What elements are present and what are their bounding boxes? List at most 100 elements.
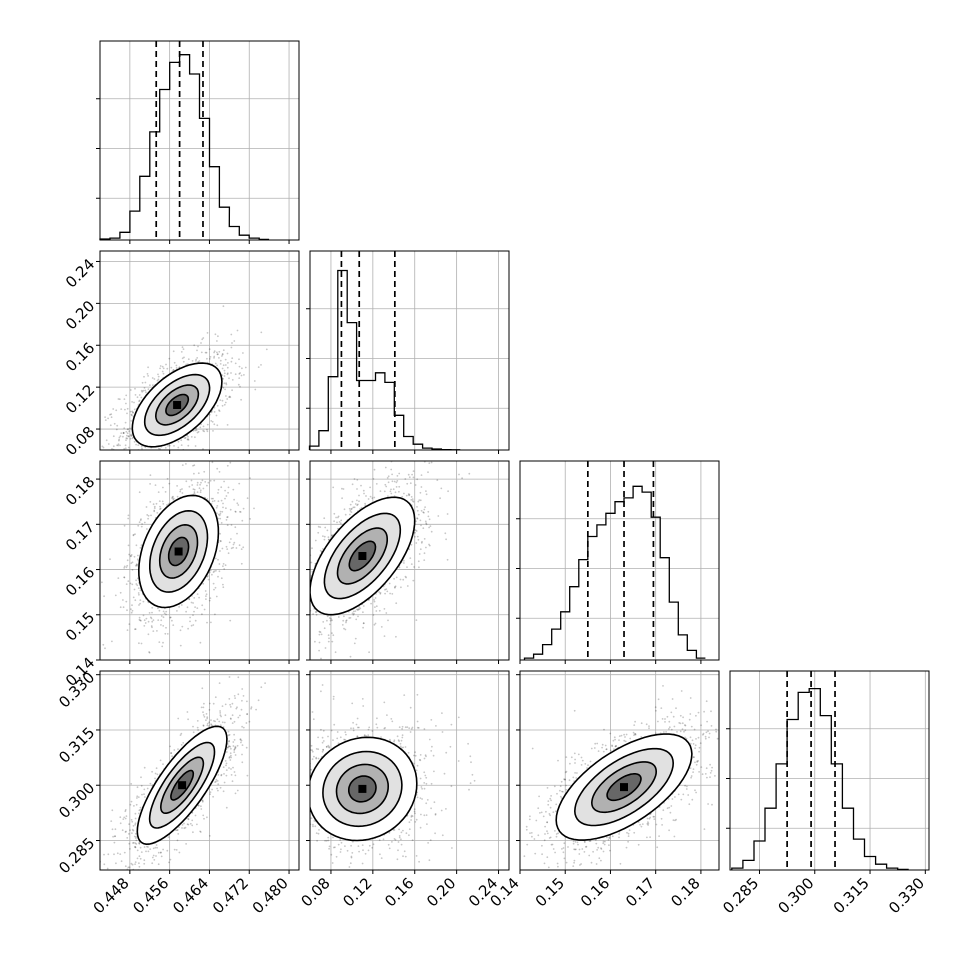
sample-point — [165, 363, 167, 366]
sample-point — [99, 886, 101, 888]
sample-point — [215, 595, 218, 598]
sample-point — [122, 599, 124, 601]
sample-point — [134, 599, 137, 602]
sample-point — [124, 421, 127, 424]
sample-point — [322, 548, 324, 550]
sample-point — [120, 408, 123, 410]
sample-point — [112, 408, 115, 410]
sample-point — [296, 652, 298, 654]
sample-point — [180, 444, 183, 446]
sample-point — [196, 481, 199, 484]
sample-point — [220, 499, 223, 502]
sample-point — [156, 379, 159, 382]
sample-point — [208, 599, 211, 602]
sample-point — [356, 608, 358, 611]
sample-point — [307, 638, 309, 640]
sample-point — [134, 842, 137, 844]
sample-point — [192, 624, 195, 626]
sample-point — [122, 432, 125, 434]
sample-point — [249, 477, 251, 479]
sample-point — [211, 420, 214, 423]
sample-point — [222, 378, 225, 380]
sample-point — [374, 597, 377, 599]
sample-point — [241, 519, 244, 522]
sample-point — [386, 590, 389, 593]
hist-panel-1 — [306, 250, 510, 454]
sample-point — [329, 619, 332, 622]
sample-point — [356, 499, 358, 502]
sample-point — [306, 648, 308, 650]
sample-point — [446, 558, 449, 561]
sample-point — [117, 444, 120, 447]
sample-point — [130, 819, 133, 821]
sample-point — [207, 725, 210, 727]
sample-point — [238, 377, 241, 379]
sample-point — [181, 464, 184, 466]
sample-point — [185, 480, 188, 483]
sample-point — [190, 601, 193, 604]
sample-point — [384, 588, 386, 591]
pair-panel-3-0: 0.4480.4560.4640.4720.4800.2850.3000.315… — [55, 668, 300, 917]
sample-point — [384, 592, 386, 595]
sample-point — [232, 488, 235, 491]
sample-point — [149, 782, 152, 785]
panel-frame — [729, 670, 930, 871]
sample-point — [152, 503, 155, 506]
sample-point — [249, 518, 252, 520]
sample-point — [417, 560, 420, 563]
sample-point — [105, 439, 108, 442]
sample-point — [223, 372, 226, 375]
sample-point — [125, 465, 127, 467]
sample-point — [134, 628, 136, 631]
sample-point — [217, 783, 220, 786]
sample-point — [162, 503, 165, 505]
sample-point — [344, 628, 347, 631]
sample-point — [170, 752, 173, 754]
sample-point — [293, 625, 295, 627]
sample-point — [131, 410, 134, 413]
sample-point — [206, 575, 209, 578]
sample-point — [425, 523, 428, 526]
sample-point — [317, 531, 320, 534]
sample-point — [184, 436, 187, 439]
sample-point — [337, 516, 339, 519]
sample-point — [318, 630, 321, 633]
sample-point — [417, 513, 420, 516]
sample-point — [192, 831, 194, 834]
sample-point — [129, 389, 132, 391]
sample-point — [193, 456, 195, 458]
sample-point — [234, 373, 237, 376]
sample-point — [206, 357, 208, 360]
sample-point — [331, 619, 333, 622]
sample-point — [118, 439, 120, 442]
sample-point — [152, 619, 155, 621]
sample-point — [159, 508, 161, 510]
sample-point — [129, 582, 132, 585]
sample-point — [168, 444, 171, 447]
sample-point — [116, 424, 119, 427]
sample-point — [352, 610, 355, 613]
sample-point — [353, 478, 356, 480]
sample-point — [153, 505, 156, 508]
sample-point — [186, 438, 189, 441]
sample-point — [392, 488, 395, 491]
sample-point — [123, 565, 126, 568]
sample-point — [116, 444, 118, 447]
sample-point — [233, 498, 236, 501]
sample-point — [423, 552, 426, 555]
sample-point — [145, 506, 148, 508]
sample-point — [140, 544, 143, 547]
sample-point — [140, 642, 143, 645]
sample-point — [129, 410, 132, 413]
sample-point — [210, 724, 213, 727]
sample-point — [139, 619, 142, 622]
sample-point — [216, 505, 219, 507]
sample-point — [153, 509, 156, 512]
sample-point — [162, 372, 165, 375]
sample-point — [209, 358, 211, 360]
sample-point — [145, 463, 147, 465]
sample-point — [165, 610, 168, 613]
sample-point — [205, 713, 208, 715]
sample-point — [146, 373, 149, 375]
sample-point — [208, 348, 211, 350]
